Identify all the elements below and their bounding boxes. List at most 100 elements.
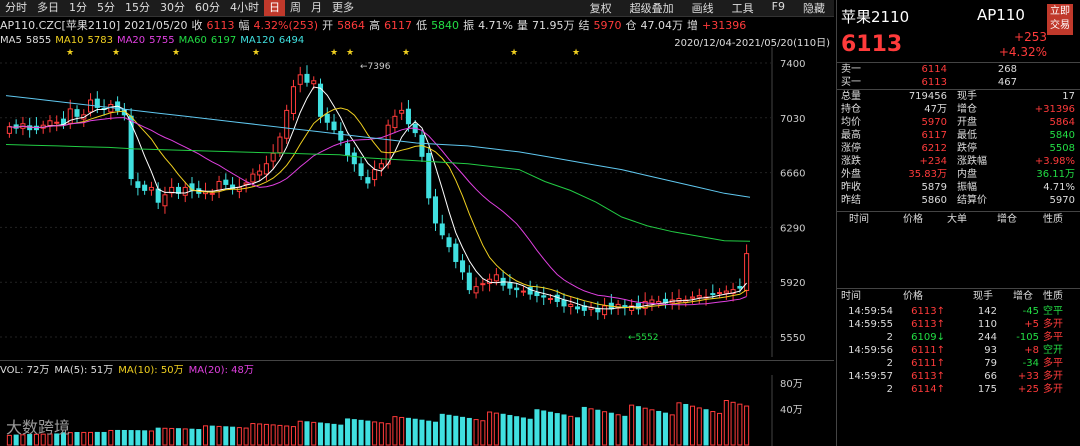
quote-info-bar: AP110.CZC[苹果2110] 2021/05/20 收 6113 幅 4.32… xyxy=(0,17,834,33)
ma10-line xyxy=(9,107,747,309)
candle xyxy=(602,305,608,316)
cell: 性质 xyxy=(1043,291,1063,302)
period-日[interactable]: 日 xyxy=(264,0,285,16)
volume-bar xyxy=(250,423,256,446)
ma120-value: 6494 xyxy=(278,34,305,46)
cell: 14:59:56 xyxy=(848,345,893,356)
candle xyxy=(345,143,351,156)
tick-row: 2 6114↑ 175 +25 多开 xyxy=(837,383,1080,396)
candle xyxy=(527,287,533,295)
candle xyxy=(209,192,215,195)
volume-bar xyxy=(148,430,154,446)
period-周[interactable]: 周 xyxy=(290,1,301,14)
tool-超级叠加[interactable]: 超级叠加 xyxy=(629,2,674,15)
volume-bar xyxy=(216,425,222,446)
candle xyxy=(392,115,398,129)
ma20-line xyxy=(9,117,747,306)
period-5分[interactable]: 5分 xyxy=(97,1,115,14)
period-15分[interactable]: 15分 xyxy=(125,1,150,14)
tool-隐藏[interactable]: 隐藏 xyxy=(803,2,825,15)
volume-chart[interactable]: 80万 40万 xyxy=(0,375,834,446)
candle xyxy=(547,297,554,300)
volume-bar xyxy=(385,423,391,446)
y-tick-label: 5550 xyxy=(780,333,805,344)
period-月[interactable]: 月 xyxy=(311,1,322,14)
cell: 增仓 xyxy=(957,104,977,115)
cell: 时间 xyxy=(841,291,861,302)
candle xyxy=(399,109,405,114)
volume-bar xyxy=(500,413,506,446)
candle xyxy=(67,108,73,124)
period-1分[interactable]: 1分 xyxy=(69,1,87,14)
price-change-pct: +4.32% xyxy=(998,45,1047,59)
candle xyxy=(534,291,540,297)
volume-bar xyxy=(460,416,466,446)
volume-bar xyxy=(277,424,283,446)
tool-工具[interactable]: 工具 xyxy=(731,2,754,15)
candle xyxy=(223,179,229,185)
cell: 17 xyxy=(1062,91,1075,102)
star-8: ★ xyxy=(510,48,518,58)
y-tick-label: 7400 xyxy=(780,59,805,70)
cell: +31396 xyxy=(1034,104,1075,115)
cell: 5879 xyxy=(921,182,947,193)
cell: 93 xyxy=(984,345,997,356)
tick-row: 2 6109↓ 244 -105 多平 xyxy=(837,331,1080,344)
cell: 14:59:57 xyxy=(848,371,893,382)
candle xyxy=(717,292,723,295)
volume-bar xyxy=(689,405,696,446)
open-value: 5864 xyxy=(337,18,366,32)
candle xyxy=(351,152,357,165)
volume-bar xyxy=(115,429,121,446)
trade-now-button[interactable]: 立即交易 xyxy=(1047,4,1073,35)
date: 2021/05/20 xyxy=(124,18,188,32)
volume-bar xyxy=(13,434,19,446)
volume-bar xyxy=(399,416,405,446)
star-9: ★ xyxy=(572,48,580,58)
candle xyxy=(142,184,148,191)
cell: 110 xyxy=(977,319,997,330)
volume-bar xyxy=(108,429,114,446)
volume-bar xyxy=(473,419,479,446)
period-30分[interactable]: 30分 xyxy=(160,1,185,14)
period-60分[interactable]: 60分 xyxy=(195,1,220,14)
volume-bar xyxy=(541,410,547,446)
cell: 175 xyxy=(977,384,997,395)
cell: 467 xyxy=(997,77,1017,88)
candle xyxy=(162,194,168,207)
oi-label: 仓 xyxy=(625,19,637,32)
period-分时[interactable]: 分时 xyxy=(5,1,27,14)
candle xyxy=(324,113,330,123)
tool-复权[interactable]: 复权 xyxy=(589,2,612,15)
volume-bar xyxy=(6,434,12,446)
volume-bar xyxy=(717,412,723,446)
cell: 6111↑ xyxy=(911,345,945,356)
candle xyxy=(744,253,750,291)
cell: 结算价 xyxy=(957,195,987,206)
candle xyxy=(689,296,696,299)
period-多日[interactable]: 多日 xyxy=(37,1,59,14)
volume-bar xyxy=(608,412,614,446)
candle xyxy=(88,99,94,113)
candle xyxy=(263,163,269,175)
volume-bar xyxy=(257,423,263,446)
volume-bar xyxy=(649,409,655,446)
cell: 增仓 xyxy=(1013,291,1033,302)
cell: 现手 xyxy=(957,91,977,102)
volume-bar xyxy=(493,412,499,446)
candle xyxy=(155,188,161,203)
candlestick-chart[interactable]: 7400 7030 6660 6290 5920 5550 ★ ★ ★ ★ ★ ★ ★ ★ ★ ←7396 ←5… xyxy=(0,47,834,357)
tool-F9[interactable]: F9 xyxy=(771,0,785,13)
annotation-low: ←5552 xyxy=(628,333,658,343)
ma120-label: MA120 xyxy=(240,34,275,46)
volume-bar xyxy=(656,410,662,446)
ma-legend: MA5 5855 MA10 5783 MA20 5755 MA60 6197 MA120… xyxy=(0,33,834,47)
bigorder-list xyxy=(837,228,1080,288)
candle xyxy=(737,285,743,289)
tick-row: 2 6111↑ 79 -34 多平 xyxy=(837,357,1080,370)
period-4小时[interactable]: 4小时 xyxy=(230,1,259,14)
candle xyxy=(649,299,655,304)
tool-画线[interactable]: 画线 xyxy=(691,2,714,15)
candle xyxy=(696,295,702,298)
period-更多[interactable]: 更多 xyxy=(332,1,354,14)
